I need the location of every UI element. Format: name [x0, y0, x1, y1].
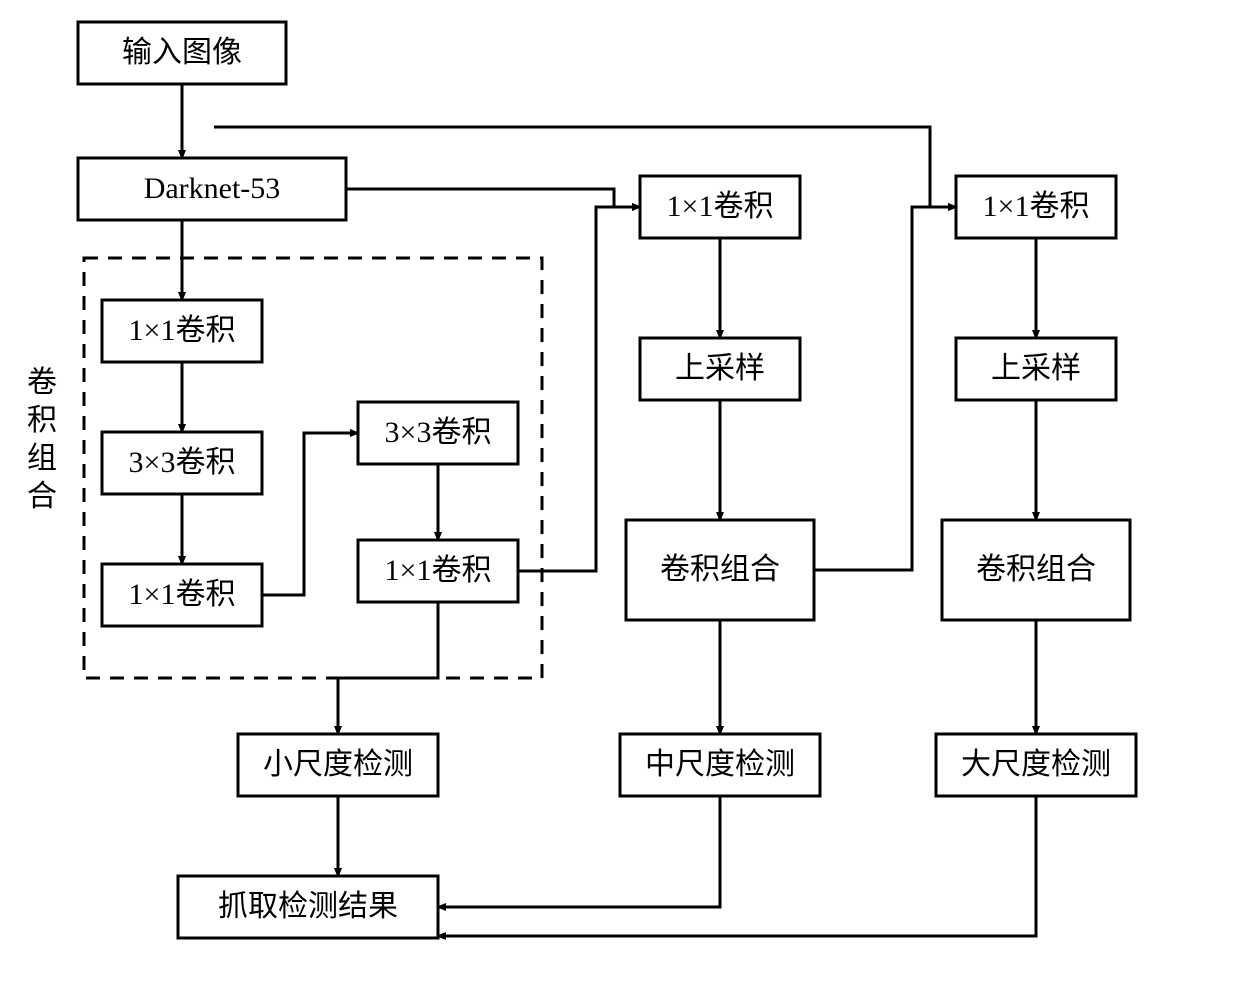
node-label-darknet: Darknet-53: [144, 172, 281, 205]
node-label-mid_up: 上采样: [675, 352, 765, 385]
node-label-small: 小尺度检测: [263, 748, 413, 781]
edge-13: [438, 796, 720, 907]
node-label-c1b: 1×1卷积: [129, 578, 236, 611]
node-label-big_up: 上采样: [991, 352, 1081, 385]
node-label-grab: 抓取检测结果: [218, 890, 398, 923]
node-label-big_conv: 1×1卷积: [983, 190, 1090, 223]
node-label-c1c: 1×1卷积: [385, 554, 492, 587]
side-label-char-1: 积: [27, 404, 57, 437]
side-label-char-0: 卷: [27, 366, 57, 399]
side-label-char-3: 合: [27, 480, 57, 513]
node-label-input: 输入图像: [122, 36, 242, 69]
node-label-c3b: 3×3卷积: [385, 416, 492, 449]
edge-15: [814, 207, 956, 570]
node-label-big_det: 大尺度检测: [961, 748, 1111, 781]
node-label-mid_det: 中尺度检测: [645, 748, 795, 781]
edge-19: [438, 796, 1036, 936]
side-label-char-2: 组: [27, 442, 57, 475]
node-label-c3a: 3×3卷积: [129, 446, 236, 479]
edge-6: [338, 602, 438, 734]
boxes-group: 输入图像 Darknet-53 1×1卷积 3×3卷积 1×1卷积 3×3卷积 1×1卷积小…: [78, 22, 1136, 938]
node-label-c1a: 1×1卷积: [129, 314, 236, 347]
edge-9: [518, 207, 640, 571]
node-label-mid_conv: 1×1卷积: [667, 190, 774, 223]
node-label-big_comb: 卷积组合: [976, 553, 1096, 586]
edge-8: [346, 189, 640, 207]
edge-4: [262, 433, 358, 595]
node-label-mid_comb: 卷积组合: [660, 553, 780, 586]
side-label-group: 卷积组合: [27, 366, 57, 513]
